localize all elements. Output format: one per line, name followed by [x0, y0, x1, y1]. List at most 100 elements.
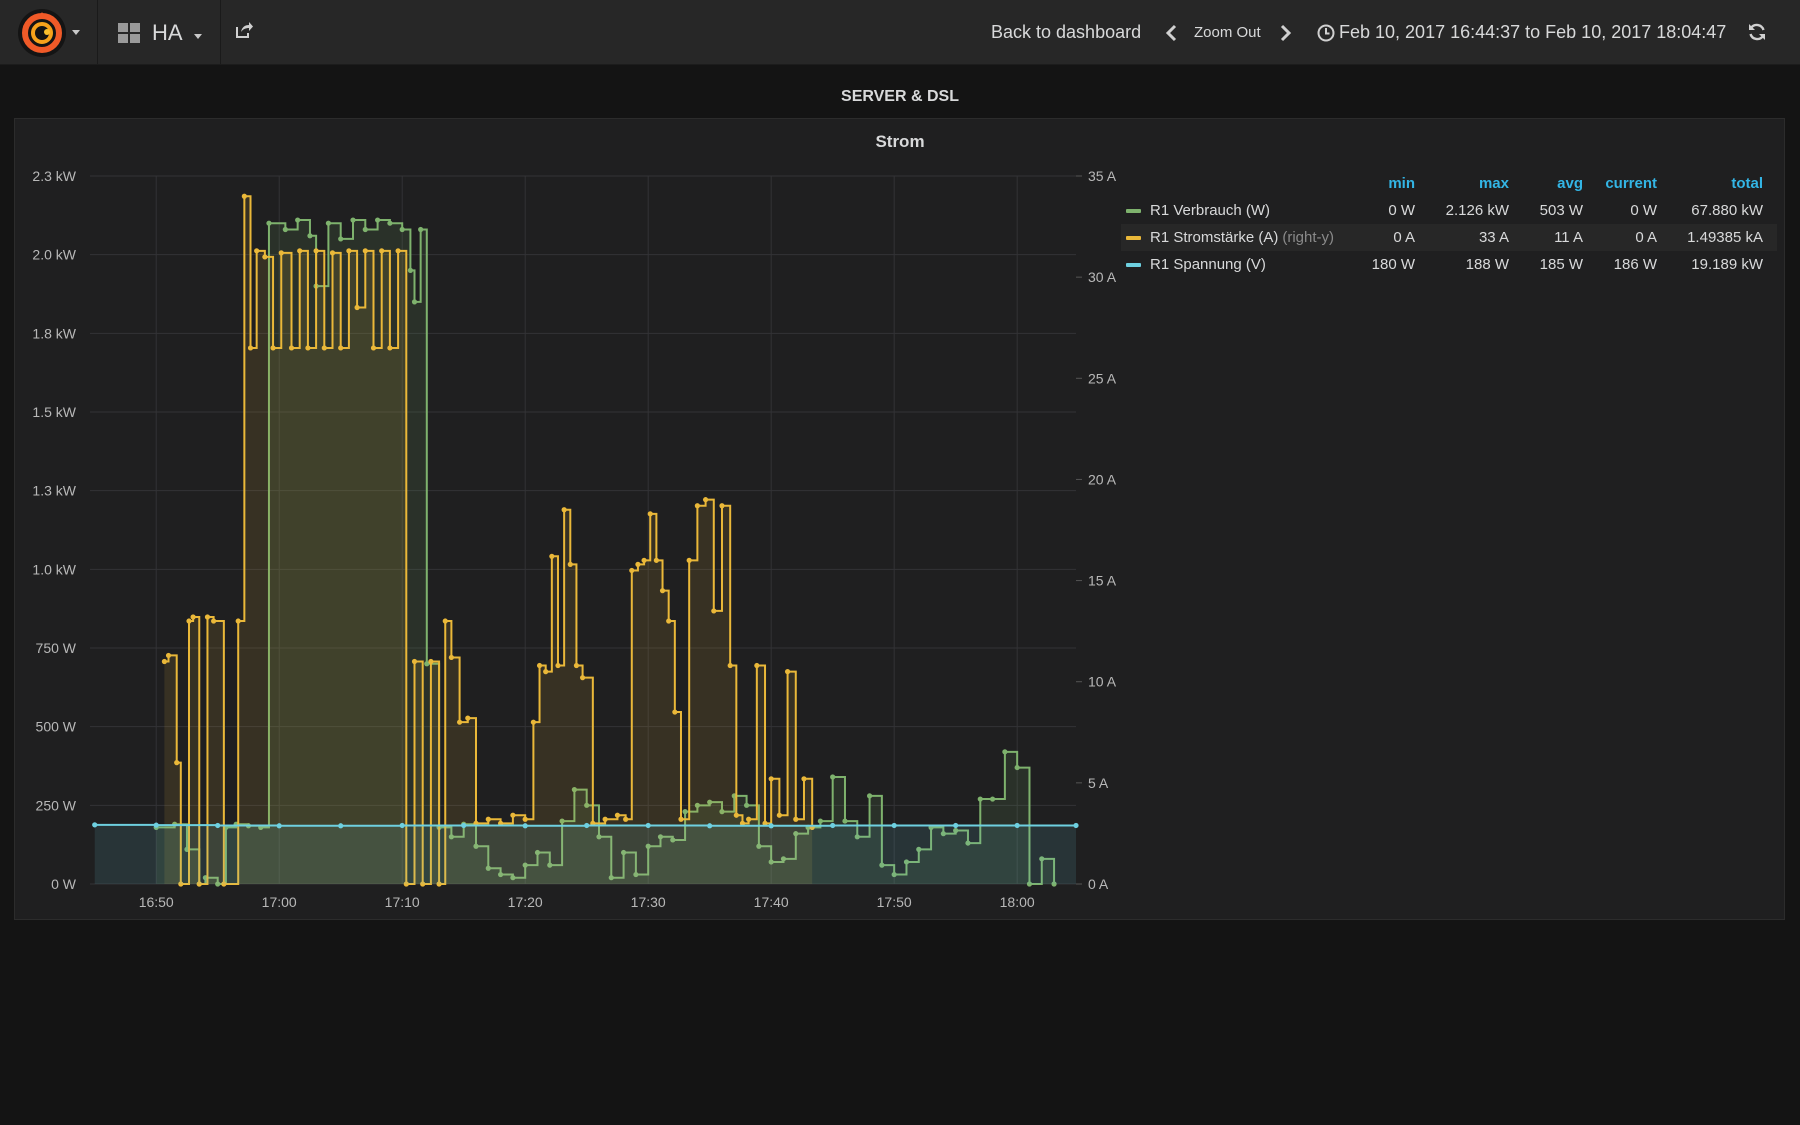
data-point	[235, 618, 241, 624]
legend-col-current[interactable]: current	[1605, 175, 1657, 192]
data-point	[830, 822, 836, 829]
data-point	[1014, 822, 1020, 829]
dashboard-picker[interactable]: HA	[98, 0, 221, 64]
data-point	[555, 662, 561, 669]
chevron-left-icon[interactable]	[1165, 24, 1177, 42]
data-point	[584, 802, 590, 808]
data-point	[346, 248, 352, 254]
grafana-menu-button[interactable]	[0, 0, 98, 64]
data-point	[456, 719, 463, 725]
data-point	[510, 875, 516, 881]
legend-row-spannung[interactable]: R1 Spannung (V) 180 W 188 W 185 W 186 W …	[1121, 251, 1777, 278]
top-navbar: HA Back to dashboard Zoom Out Feb 10, 20…	[0, 0, 1800, 65]
data-point	[241, 193, 247, 199]
chevron-right-icon[interactable]	[1280, 24, 1292, 42]
data-point	[215, 881, 221, 887]
share-icon[interactable]	[234, 20, 254, 40]
data-point	[338, 823, 344, 829]
data-point	[375, 217, 381, 223]
data-point	[262, 254, 268, 260]
data-point	[768, 823, 774, 829]
y-left-tick-label: 1.3 kW	[32, 483, 76, 499]
data-point	[653, 557, 659, 563]
data-point	[635, 561, 641, 567]
legend-max: 2.126 kW	[1445, 202, 1509, 219]
y-left-tick-label: 500 W	[36, 719, 77, 735]
data-point	[153, 822, 159, 828]
legend-current: 0 W	[1630, 202, 1657, 219]
data-point	[1002, 749, 1008, 755]
legend-min: 0 A	[1393, 229, 1415, 246]
data-point	[940, 831, 946, 837]
legend-col-total[interactable]: total	[1731, 175, 1763, 192]
data-point	[534, 849, 541, 856]
legend-row-verbrauch[interactable]: R1 Verbrauch (W) 0 W 2.126 kW 503 W 0 W …	[1121, 197, 1777, 224]
row-title: SERVER & DSL	[841, 88, 959, 105]
data-point	[608, 875, 614, 881]
data-point	[485, 865, 491, 871]
legend-col-avg[interactable]: avg	[1557, 175, 1583, 192]
data-point	[266, 220, 272, 226]
legend-row-stromstaerke[interactable]: R1 Stromstärke (A) (right-y) 0 A 33 A 11 …	[1121, 224, 1777, 251]
legend-min: 0 W	[1388, 202, 1415, 219]
legend-series-name[interactable]: R1 Verbrauch (W)	[1150, 202, 1271, 219]
data-point	[633, 871, 639, 878]
data-point	[801, 776, 807, 782]
data-point	[707, 799, 713, 805]
data-point	[442, 618, 448, 624]
data-point	[247, 345, 254, 351]
data-point	[666, 618, 672, 624]
time-range-picker[interactable]: Feb 10, 2017 16:44:37 to Feb 10, 2017 18…	[1339, 22, 1727, 42]
data-point	[420, 881, 426, 887]
data-point	[165, 652, 172, 659]
data-point	[424, 661, 430, 667]
series-color-swatch[interactable]	[1126, 263, 1141, 267]
strom-graph[interactable]: 0 W 250 W 500 W 750 W 1.0 kW 1.3 kW 1.5 kW 1.8 …	[0, 0, 1800, 925]
clock-icon	[1317, 24, 1335, 42]
data-point	[329, 250, 336, 256]
data-point	[842, 818, 848, 824]
data-point	[313, 248, 319, 254]
data-point	[686, 557, 692, 563]
data-point	[254, 248, 260, 254]
data-point	[92, 822, 98, 828]
data-point	[215, 822, 221, 829]
zoom-out-button[interactable]: Zoom Out	[1194, 24, 1261, 41]
data-point	[793, 831, 799, 837]
data-point	[768, 776, 774, 782]
series-color-swatch[interactable]	[1126, 209, 1141, 213]
legend-avg: 503 W	[1539, 202, 1583, 219]
data-point	[178, 881, 184, 887]
legend-series-label: R1 Stromstärke (A)	[1150, 229, 1279, 246]
x-tick-label: 17:20	[508, 894, 543, 910]
data-point	[448, 834, 454, 840]
data-point	[743, 802, 750, 808]
chevron-down-icon	[72, 30, 80, 35]
legend-series-name[interactable]: R1 Stromstärke (A) (right-y)	[1150, 229, 1334, 246]
data-point	[387, 345, 393, 351]
legend-total: 67.880 kW	[1691, 202, 1763, 219]
legend-col-max[interactable]: max	[1478, 175, 1509, 192]
legend-avg: 11 A	[1554, 229, 1583, 246]
data-point	[672, 709, 678, 715]
data-point	[403, 881, 409, 887]
back-to-dashboard-link[interactable]: Back to dashboard	[991, 22, 1142, 42]
panel-title[interactable]: Strom	[875, 132, 925, 151]
x-tick-label: 17:30	[631, 894, 666, 910]
data-point	[485, 816, 491, 822]
legend-table: min max avg current total R1 Verbrauch (…	[1121, 170, 1777, 278]
legend-current: 0 A	[1635, 229, 1657, 246]
data-point	[694, 503, 700, 509]
data-point	[411, 658, 418, 665]
refresh-icon[interactable]	[1747, 22, 1767, 42]
legend-series-name[interactable]: R1 Spannung (V)	[1150, 256, 1266, 273]
data-point	[295, 217, 301, 223]
data-point	[362, 248, 368, 254]
data-point	[830, 774, 836, 780]
data-point	[436, 881, 442, 887]
data-point	[559, 818, 565, 824]
data-point	[387, 220, 393, 226]
series-color-swatch[interactable]	[1126, 236, 1141, 240]
legend-col-min[interactable]: min	[1388, 175, 1415, 192]
data-point	[370, 345, 377, 351]
